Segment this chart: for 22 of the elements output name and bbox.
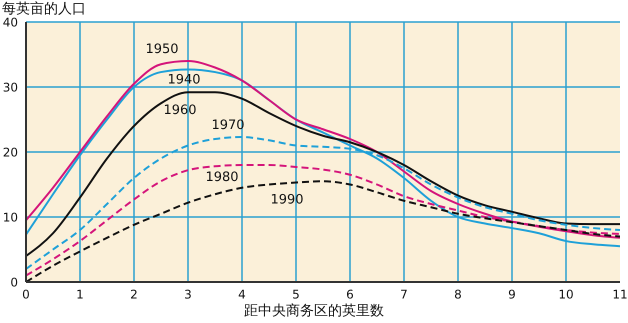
x-tick-label: 10 — [558, 288, 574, 302]
x-axis-title: 距中央商务区的英里数 — [243, 302, 385, 320]
y-tick-label: 10 — [2, 210, 18, 224]
y-tick-label: 40 — [2, 15, 18, 30]
x-tick-label: 4 — [238, 288, 246, 302]
x-tick-label: 6 — [346, 288, 354, 302]
x-tick-label: 7 — [400, 288, 408, 302]
series-label: 1980 — [205, 170, 239, 185]
x-tick-label: 1 — [76, 288, 84, 302]
y-tick-label: 30 — [2, 80, 18, 94]
x-tick-label: 5 — [292, 288, 300, 302]
line-series — [26, 91, 620, 257]
y-tick-label: 20 — [2, 145, 18, 160]
series-label: 1950 — [145, 42, 179, 57]
y-axis-title: 每英亩的人口 — [2, 0, 86, 18]
x-tick-label: 8 — [454, 288, 462, 302]
x-tick-label: 2 — [130, 288, 138, 302]
x-tick-label: 0 — [22, 288, 30, 302]
y-tick-label: 0 — [10, 275, 18, 290]
x-tick-label: 3 — [184, 288, 192, 302]
x-tick-label: 9 — [508, 288, 516, 302]
x-tick-label: 11 — [612, 288, 628, 302]
